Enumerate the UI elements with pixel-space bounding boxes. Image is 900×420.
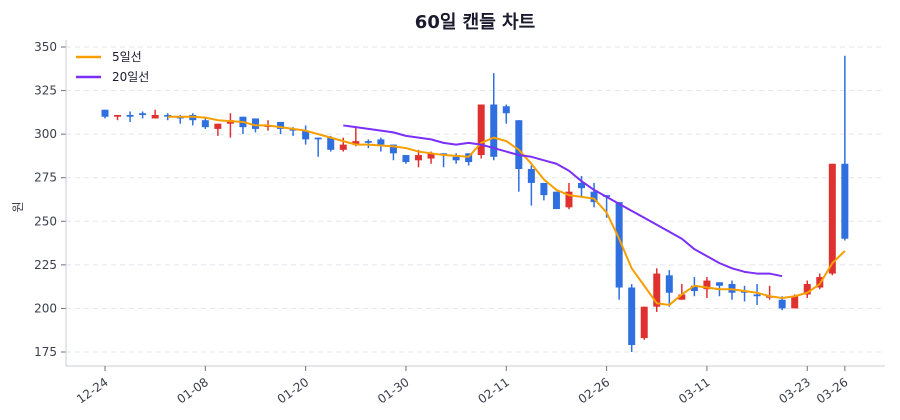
chart-title: 60일 캔들 차트 [415,12,535,33]
x-tick-label: 03-26 [814,375,851,406]
candle-body [114,114,122,117]
y-tick-label: 325 [34,84,57,98]
candle-body [515,120,523,169]
candle-body [841,163,849,239]
candle-body [151,114,159,119]
moving-averages [167,115,846,306]
y-tick-label: 300 [34,127,57,141]
candle-body [690,285,698,291]
candle-body [139,113,147,115]
candle-body [101,109,109,117]
candle-body [653,273,661,307]
y-tick-label: 200 [34,301,57,315]
x-tick-label: 02-26 [576,375,613,406]
y-tick-label: 175 [34,345,57,359]
candle-body [477,104,485,156]
candle-body [251,118,259,129]
y-tick-label: 350 [34,40,57,54]
ma5-line [167,115,846,306]
x-tick-label: 01-30 [375,375,412,406]
candle-body [314,137,322,140]
candle-body [552,191,560,210]
legend-ma5-label: 5일선 [112,50,142,64]
y-tick-label: 275 [34,171,57,185]
legend: 5일선 20일선 [76,50,149,84]
y-tick-label: 250 [34,214,57,228]
y-axis-label: 원 [11,201,25,212]
candle-body [490,104,498,157]
candle-body [389,144,397,154]
candle-body [452,156,460,161]
candle-body [640,306,648,339]
x-tick-label: 12-24 [74,375,111,406]
x-tick-label: 03-11 [676,375,713,406]
candle-body [352,141,360,145]
candle-body [628,287,636,346]
candle-body [578,182,586,189]
candle-body [277,121,285,129]
y-tick-label: 225 [34,258,57,272]
candle-body [778,299,786,309]
gridlines [66,46,885,353]
x-tick-label: 03-23 [776,375,813,406]
candle-body [791,296,799,309]
x-tick-label: 01-20 [275,375,312,406]
candle-body [377,139,385,145]
candle-body [427,153,435,159]
ma20-line [343,124,783,278]
candle-body [402,155,410,163]
candle-body [803,284,811,295]
candle-body [201,120,209,128]
candle-body [540,182,548,196]
axes: 175 200 225 250 275 300 325 350 12-24 01-08 01-20 0… [34,40,885,406]
candle-body [302,130,310,140]
candle-body [665,275,673,293]
legend-ma20-label: 20일선 [112,70,149,84]
candles [101,55,849,352]
candle-body [715,282,723,286]
candle-body [753,294,761,297]
x-tick-label: 01-08 [174,375,211,406]
candle-body [828,163,836,274]
candle-body [126,114,134,117]
candle-body [703,280,711,290]
candle-body [214,123,222,129]
candle-body [415,155,422,161]
candle-body [339,144,347,150]
candle-body [327,137,335,150]
candle-body [527,169,535,183]
candle-body [615,202,623,288]
candle-body [565,191,573,208]
candle-body [678,294,686,300]
x-tick-label: 02-11 [475,375,512,406]
candle-body [590,191,598,203]
candle-body [364,141,372,143]
candle-body [502,106,510,114]
